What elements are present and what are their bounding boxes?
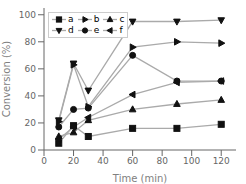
svg-text:80: 80 [25, 37, 37, 47]
svg-text:0: 0 [41, 156, 47, 166]
html-text:d: d [68, 25, 74, 35]
svg-text:80: 80 [156, 156, 168, 166]
svg-text:20: 20 [25, 118, 37, 128]
svg-text:Time (min): Time (min) [112, 173, 167, 184]
html-text:c: c [119, 14, 125, 24]
html-text:a: a [68, 14, 74, 24]
svg-text:40: 40 [25, 91, 37, 101]
html-text:e: e [93, 25, 100, 35]
svg-text:100: 100 [183, 156, 200, 166]
svg-text:Conversion (%): Conversion (%) [8, 41, 12, 118]
svg-text:60: 60 [25, 64, 37, 74]
svg-text:20: 20 [68, 156, 80, 166]
svg-text:0: 0 [30, 145, 36, 155]
html-text:f: f [119, 25, 123, 35]
html-text:b: b [93, 14, 100, 24]
svg-text:40: 40 [97, 156, 109, 166]
svg-text:60: 60 [127, 156, 139, 166]
svg-text:120: 120 [213, 156, 230, 166]
svg-text:100: 100 [19, 10, 36, 20]
